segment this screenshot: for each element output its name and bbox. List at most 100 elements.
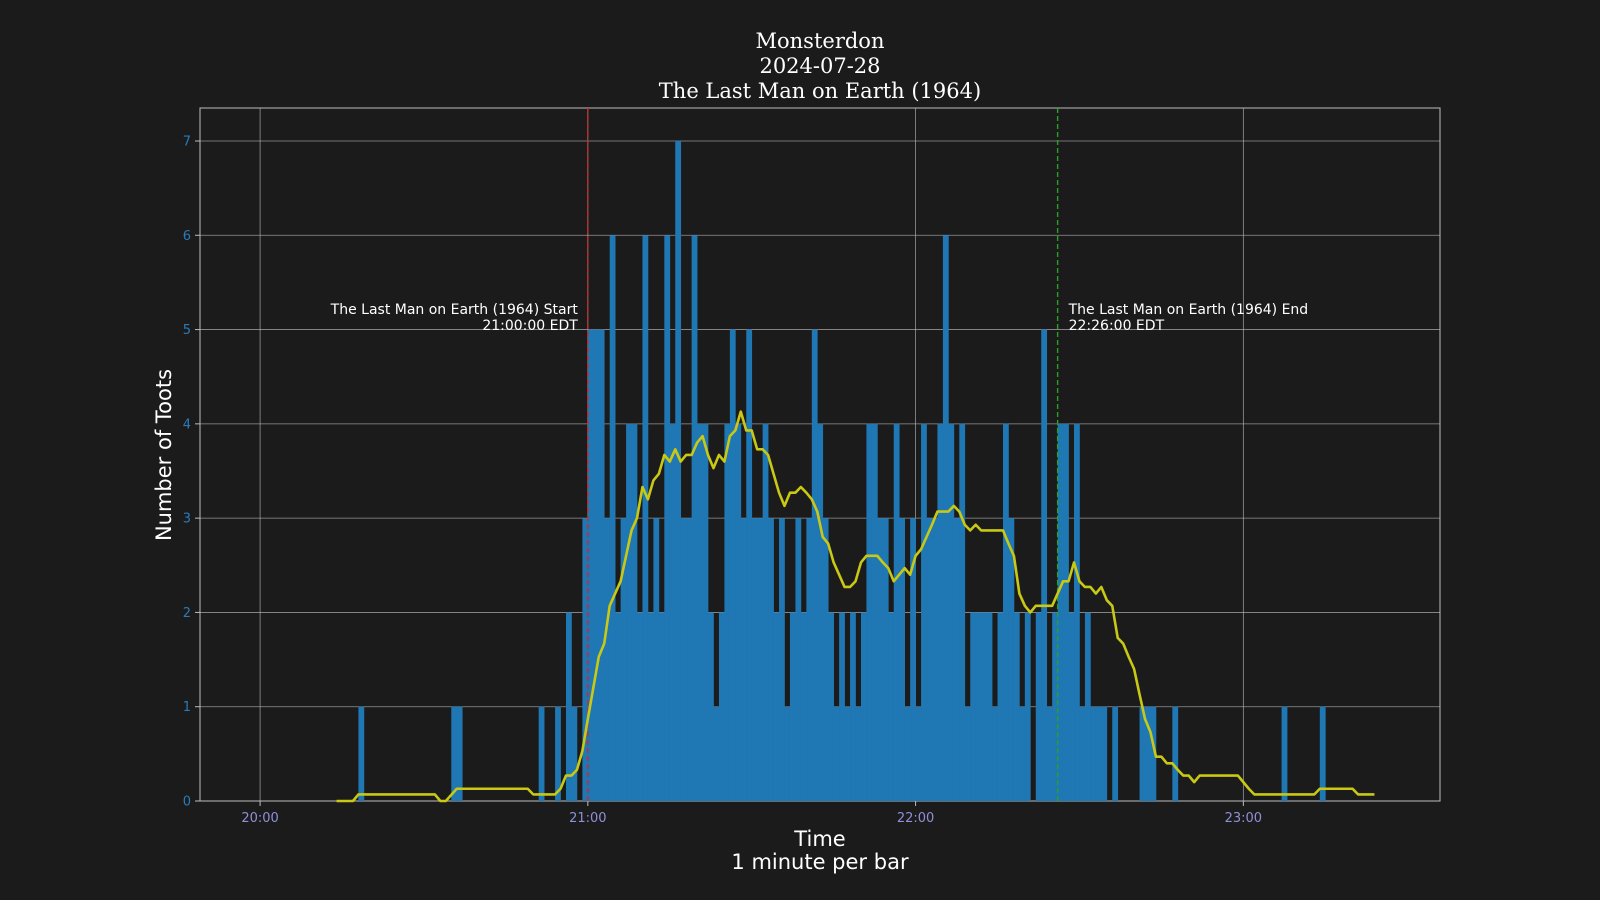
bar	[1046, 706, 1053, 801]
bar	[839, 612, 845, 801]
y-tick-label: 0	[183, 795, 191, 810]
bar	[1024, 612, 1031, 801]
y-axis-label: Number of Toots	[152, 369, 176, 541]
bar	[948, 423, 955, 801]
bar	[680, 518, 687, 801]
bar	[1090, 706, 1097, 801]
bar	[937, 423, 944, 801]
bar	[713, 706, 720, 801]
bar	[850, 612, 856, 801]
bar	[718, 612, 725, 801]
bar	[773, 612, 780, 801]
bar	[1068, 612, 1075, 801]
bar	[904, 706, 911, 801]
bar	[1008, 518, 1015, 801]
bar	[740, 518, 747, 801]
bar	[555, 706, 561, 801]
bar	[981, 612, 987, 801]
bar	[970, 612, 977, 801]
x-tick-label: 20:00	[241, 811, 278, 826]
bar	[642, 235, 649, 802]
bar	[1052, 612, 1058, 801]
bar	[593, 329, 600, 801]
bar	[926, 518, 933, 801]
bar	[702, 423, 709, 801]
bar	[746, 329, 753, 801]
bar	[1035, 612, 1042, 801]
bar	[669, 423, 676, 801]
bar	[587, 329, 594, 801]
bar	[631, 423, 638, 801]
title-line-1: Monsterdon	[756, 29, 885, 53]
bar	[975, 612, 982, 801]
bar	[789, 612, 796, 801]
bar	[959, 423, 966, 801]
bar	[888, 612, 895, 801]
y-tick-label: 2	[183, 606, 191, 621]
bar	[1281, 706, 1288, 801]
bar	[729, 329, 736, 801]
bar	[675, 141, 682, 801]
end-annotation-time: 22:26:00 EDT	[1069, 318, 1165, 334]
bar	[708, 612, 714, 801]
bar	[1139, 706, 1146, 801]
bar	[1019, 706, 1026, 801]
end-annotation-title: The Last Man on Earth (1964) End	[1068, 302, 1309, 318]
rolling-average-path	[336, 410, 1375, 803]
bar	[609, 235, 616, 802]
x-tick-label: 22:00	[897, 811, 934, 826]
bar	[637, 612, 643, 801]
bar	[604, 518, 611, 801]
event-lines	[587, 108, 1059, 801]
bar	[1101, 706, 1108, 801]
event-annotations: The Last Man on Earth (1964) Start21:00:…	[330, 302, 1309, 334]
toot-bars	[358, 141, 1326, 802]
rolling-average-line	[336, 410, 1375, 803]
bar	[866, 423, 873, 801]
bar	[686, 518, 692, 801]
bar	[817, 423, 824, 801]
bar	[456, 706, 463, 801]
bar	[1095, 706, 1102, 801]
bar	[615, 612, 621, 801]
y-tick-label: 4	[183, 417, 191, 432]
title-line-2: 2024-07-28	[759, 54, 880, 78]
bar	[724, 423, 731, 801]
bar	[800, 612, 807, 801]
bar	[921, 423, 927, 801]
bar	[992, 706, 998, 801]
bar	[647, 612, 654, 801]
bar	[620, 518, 627, 801]
bar	[571, 706, 578, 801]
bar	[779, 518, 785, 801]
bar	[751, 518, 758, 801]
bar	[1172, 706, 1179, 801]
y-tick-label: 6	[183, 229, 191, 244]
bar	[833, 706, 840, 801]
bar	[582, 518, 589, 801]
bar	[658, 612, 665, 801]
x-tick-label: 23:00	[1225, 811, 1262, 826]
bar	[1041, 329, 1048, 801]
bar	[915, 706, 922, 801]
title-line-3: The Last Man on Earth (1964)	[659, 79, 981, 103]
bar	[997, 612, 1004, 801]
bar	[757, 518, 763, 801]
bar	[451, 706, 458, 801]
axis-ticks: 0 1 2 3 4 5 6 7 20:00 21:00 22:00 23:00	[183, 135, 1262, 827]
bar	[626, 423, 632, 801]
bar	[953, 518, 960, 801]
bar	[822, 518, 829, 801]
bar	[1002, 423, 1009, 801]
start-annotation-title: The Last Man on Earth (1964) Start	[330, 302, 579, 318]
bar	[1112, 706, 1119, 801]
bar	[855, 706, 862, 801]
bar	[1063, 423, 1069, 801]
bar	[1145, 706, 1151, 801]
bar	[811, 329, 818, 801]
bar	[768, 518, 774, 801]
bar	[844, 706, 851, 801]
